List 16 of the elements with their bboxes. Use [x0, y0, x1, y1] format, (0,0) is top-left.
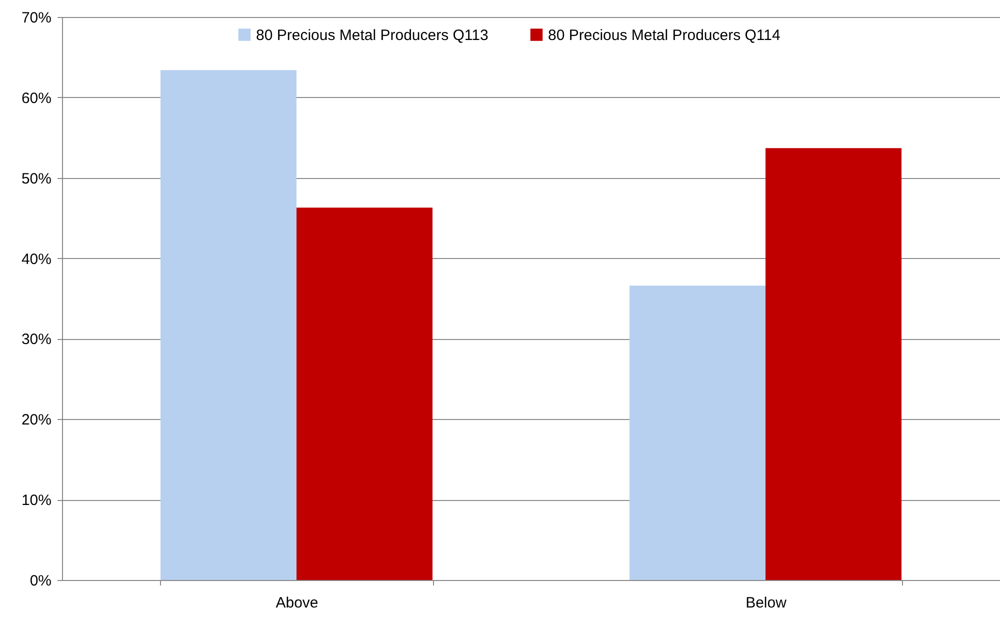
- x-tick-label: Above: [276, 594, 318, 612]
- bar: [296, 208, 433, 580]
- y-tick-label: 0%: [30, 572, 52, 590]
- y-tick-label: 60%: [21, 90, 52, 107]
- bar: [629, 286, 766, 580]
- y-tick-label: 40%: [21, 250, 52, 268]
- legend-label: 80 Precious Metal Producers Q114: [548, 26, 780, 44]
- y-tick-label: 30%: [21, 331, 52, 348]
- legend-label: 80 Precious Metal Producers Q113: [256, 26, 488, 44]
- x-tick-label: Below: [746, 594, 787, 612]
- y-tick-label: 20%: [21, 412, 52, 429]
- y-tick-label: 50%: [21, 170, 52, 188]
- y-tick-label: 10%: [21, 492, 52, 510]
- bar: [766, 148, 902, 580]
- y-tick-label: 70%: [21, 10, 52, 26]
- bar: [160, 70, 296, 580]
